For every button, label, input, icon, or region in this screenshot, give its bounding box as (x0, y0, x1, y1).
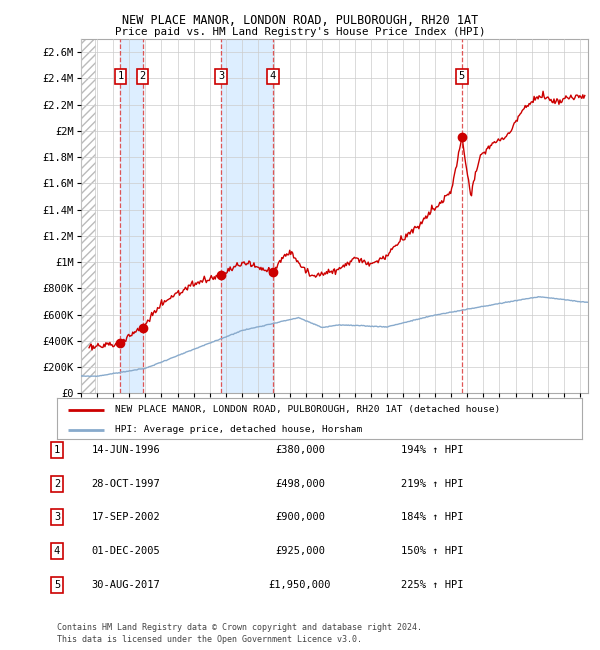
Text: 5: 5 (458, 72, 465, 81)
Text: £925,000: £925,000 (275, 546, 325, 556)
Text: 150% ↑ HPI: 150% ↑ HPI (401, 546, 463, 556)
Text: NEW PLACE MANOR, LONDON ROAD, PULBOROUGH, RH20 1AT: NEW PLACE MANOR, LONDON ROAD, PULBOROUGH… (122, 14, 478, 27)
Text: 2: 2 (140, 72, 146, 81)
Text: 194% ↑ HPI: 194% ↑ HPI (401, 445, 463, 455)
Text: 5: 5 (54, 580, 60, 590)
Text: Contains HM Land Registry data © Crown copyright and database right 2024.: Contains HM Land Registry data © Crown c… (57, 623, 422, 632)
Text: This data is licensed under the Open Government Licence v3.0.: This data is licensed under the Open Gov… (57, 634, 362, 644)
Text: NEW PLACE MANOR, LONDON ROAD, PULBOROUGH, RH20 1AT (detached house): NEW PLACE MANOR, LONDON ROAD, PULBOROUGH… (115, 405, 500, 414)
Bar (221, 39, 273, 393)
Text: 3: 3 (218, 72, 224, 81)
Text: 4: 4 (54, 546, 60, 556)
Bar (121, 39, 143, 393)
Text: £380,000: £380,000 (275, 445, 325, 455)
Text: £1,950,000: £1,950,000 (269, 580, 331, 590)
Text: 2: 2 (54, 478, 60, 489)
Text: 14-JUN-1996: 14-JUN-1996 (92, 445, 160, 455)
Text: 1: 1 (118, 72, 124, 81)
Text: £498,000: £498,000 (275, 478, 325, 489)
Text: Price paid vs. HM Land Registry's House Price Index (HPI): Price paid vs. HM Land Registry's House … (115, 27, 485, 37)
Text: 1: 1 (54, 445, 60, 455)
Text: 219% ↑ HPI: 219% ↑ HPI (401, 478, 463, 489)
Text: 01-DEC-2005: 01-DEC-2005 (92, 546, 160, 556)
Text: 184% ↑ HPI: 184% ↑ HPI (401, 512, 463, 523)
Text: 28-OCT-1997: 28-OCT-1997 (92, 478, 160, 489)
Text: £900,000: £900,000 (275, 512, 325, 523)
Text: 4: 4 (270, 72, 276, 81)
Text: HPI: Average price, detached house, Horsham: HPI: Average price, detached house, Hors… (115, 425, 362, 434)
Text: 3: 3 (54, 512, 60, 523)
Text: 30-AUG-2017: 30-AUG-2017 (92, 580, 160, 590)
Text: 17-SEP-2002: 17-SEP-2002 (92, 512, 160, 523)
Text: 225% ↑ HPI: 225% ↑ HPI (401, 580, 463, 590)
